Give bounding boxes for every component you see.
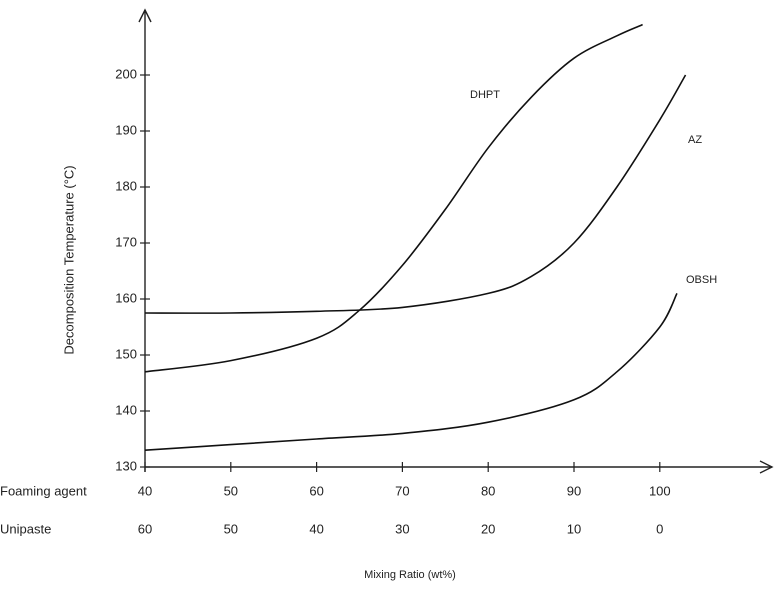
y-tick-label: 130 (115, 458, 137, 473)
x-row-label: Foaming agent (0, 483, 87, 498)
x2-tick-label: 0 (656, 521, 663, 536)
x2-tick-label: 20 (481, 521, 495, 536)
curve (144, 74, 687, 314)
x-axis-arrow (759, 460, 774, 474)
x2-tick-label: 40 (309, 521, 323, 536)
x2-row-label: Unipaste (0, 521, 51, 536)
y-axis-arrow (138, 8, 152, 23)
x2-tick-label: 30 (395, 521, 409, 536)
curve (144, 293, 678, 451)
curve (144, 23, 643, 373)
x-tick-label: 80 (481, 483, 495, 498)
y-tick-label: 150 (115, 346, 137, 361)
x2-tick-label: 10 (567, 521, 581, 536)
series-label: DHPT (470, 89, 500, 101)
x-tick-label: 90 (567, 483, 581, 498)
x-tick-label: 70 (395, 483, 409, 498)
y-tick-label: 180 (115, 178, 137, 193)
y-tick-label: 160 (115, 290, 137, 305)
x-axis-label: Mixing Ratio (wt%) (364, 569, 456, 581)
x-tick-label: 100 (649, 483, 671, 498)
y-tick-label: 200 (115, 66, 137, 81)
x-tick-label: 60 (309, 483, 323, 498)
y-axis-label: Decomposition Temperature (°C) (61, 165, 76, 354)
x-tick-label: 40 (138, 483, 152, 498)
x2-tick-label: 60 (138, 521, 152, 536)
x2-tick-label: 50 (224, 521, 238, 536)
series-label: OBSH (686, 274, 717, 286)
y-tick-label: 190 (115, 122, 137, 137)
y-tick-label: 140 (115, 402, 137, 417)
x-tick-label: 50 (224, 483, 238, 498)
series-label: AZ (688, 134, 702, 146)
y-tick-label: 170 (115, 234, 137, 249)
